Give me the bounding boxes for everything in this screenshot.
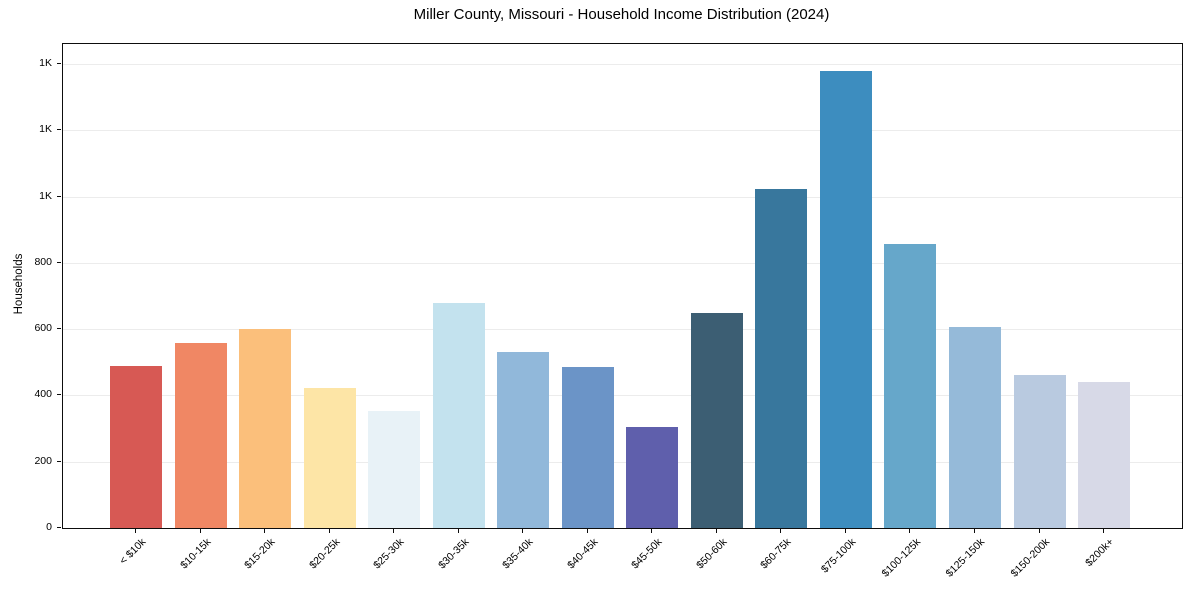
y-tick-label: 600	[34, 322, 52, 335]
y-tick-label: 1K	[39, 123, 52, 136]
bar-35-40k	[497, 352, 550, 528]
y-tick-label: 1K	[39, 189, 52, 202]
bar-200k	[1078, 382, 1130, 528]
bar-60-75k	[755, 188, 808, 528]
y-tick-mark	[57, 328, 61, 330]
bar-10k	[110, 365, 162, 528]
x-tick-label: $45-50k	[629, 536, 665, 572]
x-tick-mark	[522, 529, 524, 533]
y-tick-mark	[57, 261, 61, 263]
gridline-y600	[63, 329, 1182, 331]
x-tick-mark	[715, 529, 717, 533]
bar-10-15k	[174, 343, 227, 528]
x-tick-label: $35-40k	[500, 536, 536, 572]
gridline-y400	[63, 395, 1182, 397]
bar-75-100k	[819, 70, 872, 528]
x-tick-label: $125-150k	[943, 536, 988, 580]
x-tick-label: $200k+	[1083, 536, 1117, 570]
chart-title: Miller County, Missouri - Household Inco…	[413, 6, 830, 23]
y-tick-mark	[57, 460, 61, 462]
x-tick-label: $15-20k	[242, 536, 278, 572]
bar-100-125k	[884, 244, 937, 528]
y-tick-mark	[57, 62, 61, 64]
bar-45-50k	[626, 426, 679, 528]
x-tick-mark	[135, 529, 136, 533]
x-tick-mark	[844, 529, 846, 533]
bar-15-20k	[239, 328, 292, 528]
bar-40-45k	[561, 366, 614, 528]
gridline-y1400	[63, 63, 1182, 65]
y-tick-label: 0	[46, 521, 52, 533]
y-tick-label: 800	[34, 255, 52, 268]
x-tick-label: $20-25k	[306, 536, 343, 572]
gridline-y1200	[63, 130, 1182, 132]
gridline-y1000	[63, 196, 1182, 198]
x-tick-mark	[264, 529, 266, 533]
y-tick-label: 400	[34, 388, 52, 401]
bar-50-60k	[690, 312, 743, 528]
x-tick-mark	[1038, 529, 1040, 533]
y-axis-label: Households	[13, 253, 25, 315]
x-tick-label: $50-60k	[693, 536, 730, 572]
plot-area	[62, 43, 1183, 529]
x-tick-mark	[909, 529, 911, 533]
y-tick-label: 1K	[39, 56, 52, 69]
y-tick-label: 200	[34, 454, 52, 467]
x-tick-label: $60-75k	[758, 536, 794, 572]
x-tick-mark	[780, 529, 782, 533]
x-tick-mark	[457, 529, 459, 533]
bar-20-25k	[303, 387, 356, 528]
x-tick-label: $150-200k	[1008, 536, 1052, 580]
x-tick-mark	[328, 529, 330, 533]
bar-25-30k	[368, 411, 421, 528]
y-tick-mark	[57, 394, 61, 396]
x-tick-mark	[199, 529, 201, 533]
bar-125-150k	[948, 327, 1001, 528]
x-tick-label: $30-35k	[435, 536, 472, 572]
x-tick-label: $10-15k	[177, 536, 213, 572]
bar-150-200k	[1013, 375, 1066, 528]
x-tick-label: < $10k	[117, 536, 149, 567]
gridline-y800	[63, 262, 1182, 264]
bar-30-35k	[432, 303, 485, 528]
x-tick-mark	[1103, 529, 1104, 533]
x-tick-mark	[651, 529, 653, 533]
gridline-y200	[63, 461, 1182, 463]
y-tick-mark	[57, 195, 61, 197]
y-tick-mark	[57, 527, 61, 528]
x-tick-label: $25-30k	[371, 536, 407, 572]
y-tick-mark	[57, 129, 61, 131]
x-tick-mark	[393, 529, 395, 533]
x-tick-label: $75-100k	[818, 536, 859, 576]
x-tick-mark	[973, 529, 975, 533]
x-tick-label: $100-125k	[879, 536, 923, 580]
x-tick-mark	[586, 529, 588, 533]
x-tick-label: $40-45k	[564, 536, 601, 572]
